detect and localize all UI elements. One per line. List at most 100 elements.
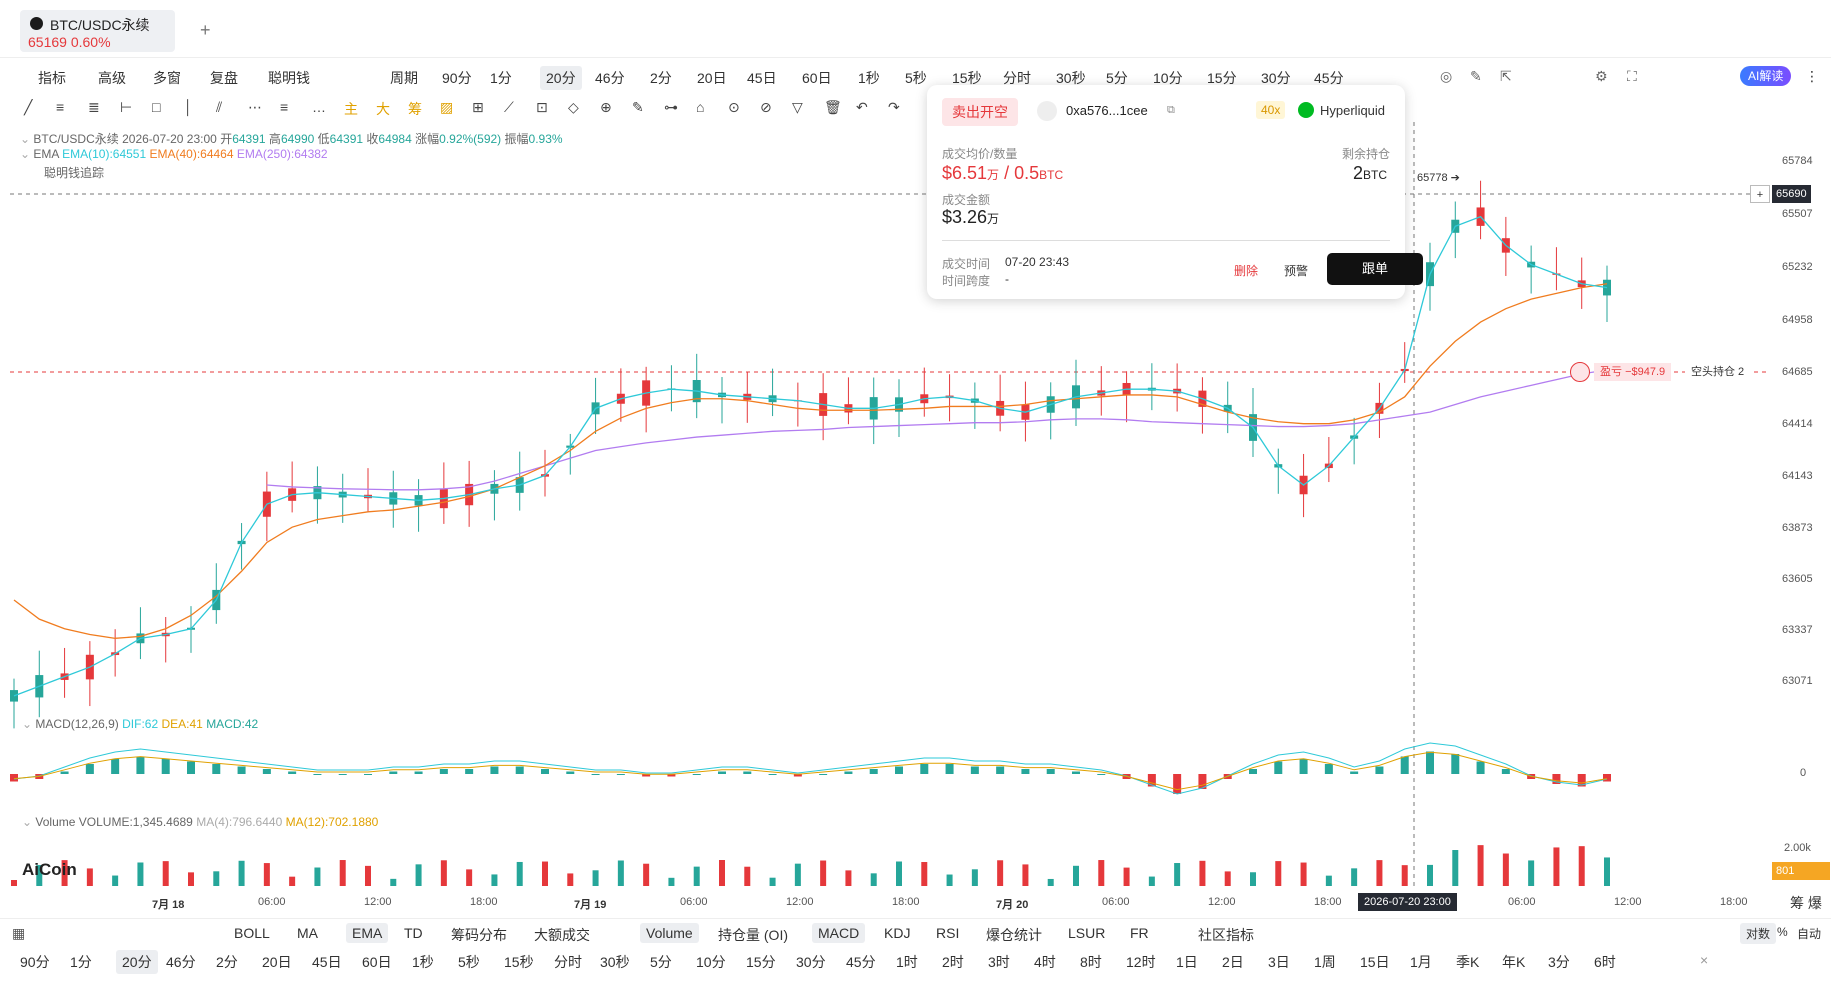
- indicator-MA[interactable]: MA: [297, 925, 318, 941]
- scale-option-0[interactable]: 对数: [1740, 923, 1777, 944]
- zoom-in-icon[interactable]: ⊕: [600, 99, 612, 115]
- period-tab-14[interactable]: 10分: [1153, 70, 1183, 86]
- sub-indicator-1[interactable]: 持仓量 (OI): [718, 927, 788, 943]
- main-chip-icon[interactable]: 主: [344, 101, 358, 117]
- indicator-EMA[interactable]: EMA: [346, 923, 389, 943]
- bottom-period-23[interactable]: 12时: [1126, 954, 1156, 970]
- sub-indicator-7[interactable]: FR: [1130, 925, 1149, 941]
- vertical-line-icon[interactable]: │: [184, 99, 193, 115]
- list-icon[interactable]: ≡: [280, 99, 289, 115]
- bottom-period-32[interactable]: 3分: [1548, 954, 1570, 970]
- bottom-period-11[interactable]: 分时: [554, 954, 582, 970]
- parallel-icon[interactable]: ≡: [56, 99, 65, 115]
- bottom-period-16[interactable]: 30分: [796, 954, 826, 970]
- add-tab-icon[interactable]: +: [200, 20, 211, 40]
- fib-icon[interactable]: ≣: [88, 99, 100, 115]
- period-tab-8[interactable]: 1秒: [858, 70, 880, 86]
- toolbar-1[interactable]: 高级: [98, 70, 126, 86]
- copy-icon[interactable]: ⧉: [1167, 104, 1175, 116]
- toolbar-3[interactable]: 复盘: [210, 70, 238, 86]
- bottom-period-15[interactable]: 15分: [746, 954, 776, 970]
- smart-money-avatar-icon[interactable]: [1570, 362, 1590, 382]
- sub-indicator-2[interactable]: MACD: [812, 923, 866, 943]
- pencil-icon[interactable]: ✎: [1470, 68, 1482, 84]
- share-icon[interactable]: ⇱: [1500, 68, 1512, 84]
- magnet-icon[interactable]: ⊶: [664, 99, 678, 115]
- period-tab-3[interactable]: 46分: [595, 70, 625, 86]
- bottom-period-6[interactable]: 45日: [312, 954, 342, 970]
- bottom-period-30[interactable]: 季K: [1456, 954, 1480, 970]
- trend-line-icon[interactable]: ╱: [24, 99, 33, 115]
- eye-icon[interactable]: ⊙: [728, 99, 740, 115]
- follow-trade-button[interactable]: 跟单: [1327, 253, 1423, 285]
- period-tab-7[interactable]: 60日: [802, 70, 832, 86]
- scale-option-2[interactable]: 自动: [1797, 927, 1822, 941]
- marker-icon[interactable]: ✎: [632, 99, 644, 115]
- bottom-period-19[interactable]: 2时: [942, 954, 964, 970]
- period-tab-11[interactable]: 分时: [1003, 70, 1031, 86]
- lock-icon[interactable]: ⌂: [696, 99, 705, 115]
- period-tab-1[interactable]: 1分: [490, 70, 512, 86]
- period-tab-6[interactable]: 45日: [747, 70, 777, 86]
- sub-indicator-5[interactable]: 爆仓统计: [986, 927, 1042, 943]
- bottom-period-24[interactable]: 1日: [1176, 954, 1198, 970]
- fullscreen-icon[interactable]: ⛶: [1627, 68, 1637, 84]
- symbol-tab[interactable]: BTC/USDC永续 65169 0.60%: [20, 10, 175, 52]
- period-tab-16[interactable]: 30分: [1261, 70, 1291, 86]
- bottom-period-33[interactable]: 6时: [1594, 954, 1616, 970]
- sub-indicator-8[interactable]: 社区指标: [1198, 927, 1254, 943]
- indicator-BOLL[interactable]: BOLL: [234, 925, 270, 941]
- sub-indicator-3[interactable]: KDJ: [884, 925, 911, 941]
- hide-icon[interactable]: ⊘: [760, 99, 772, 115]
- redo-icon[interactable]: ↷: [888, 99, 900, 115]
- bottom-period-13[interactable]: 5分: [650, 954, 672, 970]
- grid-icon[interactable]: ⊞: [472, 99, 484, 115]
- toolbar-5[interactable]: 周期: [390, 70, 418, 86]
- indicator-筹码分布[interactable]: 筹码分布: [451, 927, 507, 943]
- bottom-period-26[interactable]: 3日: [1268, 954, 1290, 970]
- bottom-period-17[interactable]: 45分: [846, 954, 876, 970]
- period-tab-17[interactable]: 45分: [1314, 70, 1344, 86]
- bottom-period-9[interactable]: 5秒: [458, 954, 480, 970]
- trader-address[interactable]: 0xa576...1cee: [1066, 103, 1148, 118]
- more-tools-icon[interactable]: ⋯: [248, 99, 262, 115]
- period-tab-5[interactable]: 20日: [697, 70, 727, 86]
- bottom-period-3[interactable]: 46分: [166, 954, 196, 970]
- add-alert-icon[interactable]: +: [1750, 185, 1770, 203]
- sub-indicator-6[interactable]: LSUR: [1068, 925, 1106, 941]
- period-tab-9[interactable]: 5秒: [905, 70, 927, 86]
- bottom-period-29[interactable]: 1月: [1410, 954, 1432, 970]
- bottom-period-10[interactable]: 15秒: [504, 954, 534, 970]
- period-tab-12[interactable]: 30秒: [1056, 70, 1086, 86]
- delete-button[interactable]: 删除: [1234, 264, 1259, 278]
- sub-indicator-4[interactable]: RSI: [936, 925, 960, 941]
- scale-option-1[interactable]: %: [1777, 925, 1788, 939]
- camera-icon[interactable]: ◎: [1440, 68, 1453, 84]
- period-tab-2[interactable]: 20分: [540, 66, 582, 90]
- bottom-period-20[interactable]: 3时: [988, 954, 1010, 970]
- alert-button[interactable]: 预警: [1284, 264, 1309, 278]
- bottom-period-0[interactable]: 90分: [20, 954, 50, 970]
- bottom-period-22[interactable]: 8时: [1080, 954, 1102, 970]
- bottom-period-27[interactable]: 1周: [1314, 954, 1336, 970]
- period-tab-10[interactable]: 15秒: [952, 70, 982, 86]
- ruler-icon[interactable]: ◇: [568, 99, 579, 115]
- bottom-period-7[interactable]: 60日: [362, 954, 392, 970]
- bottom-period-2[interactable]: 20分: [116, 950, 158, 974]
- large-chip-icon[interactable]: 大: [376, 101, 390, 117]
- toolbar-2[interactable]: 多窗: [153, 70, 181, 86]
- trash-icon[interactable]: 🗑: [824, 99, 842, 115]
- shape-icon[interactable]: ▨: [440, 99, 454, 115]
- sub-indicator-0[interactable]: Volume: [640, 923, 699, 943]
- period-tab-0[interactable]: 90分: [442, 70, 472, 86]
- toolbar-4[interactable]: 聪明钱: [268, 70, 310, 86]
- bottom-period-4[interactable]: 2分: [216, 954, 238, 970]
- horizontal-ray-icon[interactable]: ⊢: [120, 99, 133, 115]
- toolbar-0[interactable]: 指标: [38, 70, 66, 86]
- period-tab-4[interactable]: 2分: [650, 70, 672, 86]
- period-tab-13[interactable]: 5分: [1106, 70, 1128, 86]
- bottom-period-5[interactable]: 20日: [262, 954, 292, 970]
- bottom-period-14[interactable]: 10分: [696, 954, 726, 970]
- rectangle-icon[interactable]: □: [152, 99, 161, 115]
